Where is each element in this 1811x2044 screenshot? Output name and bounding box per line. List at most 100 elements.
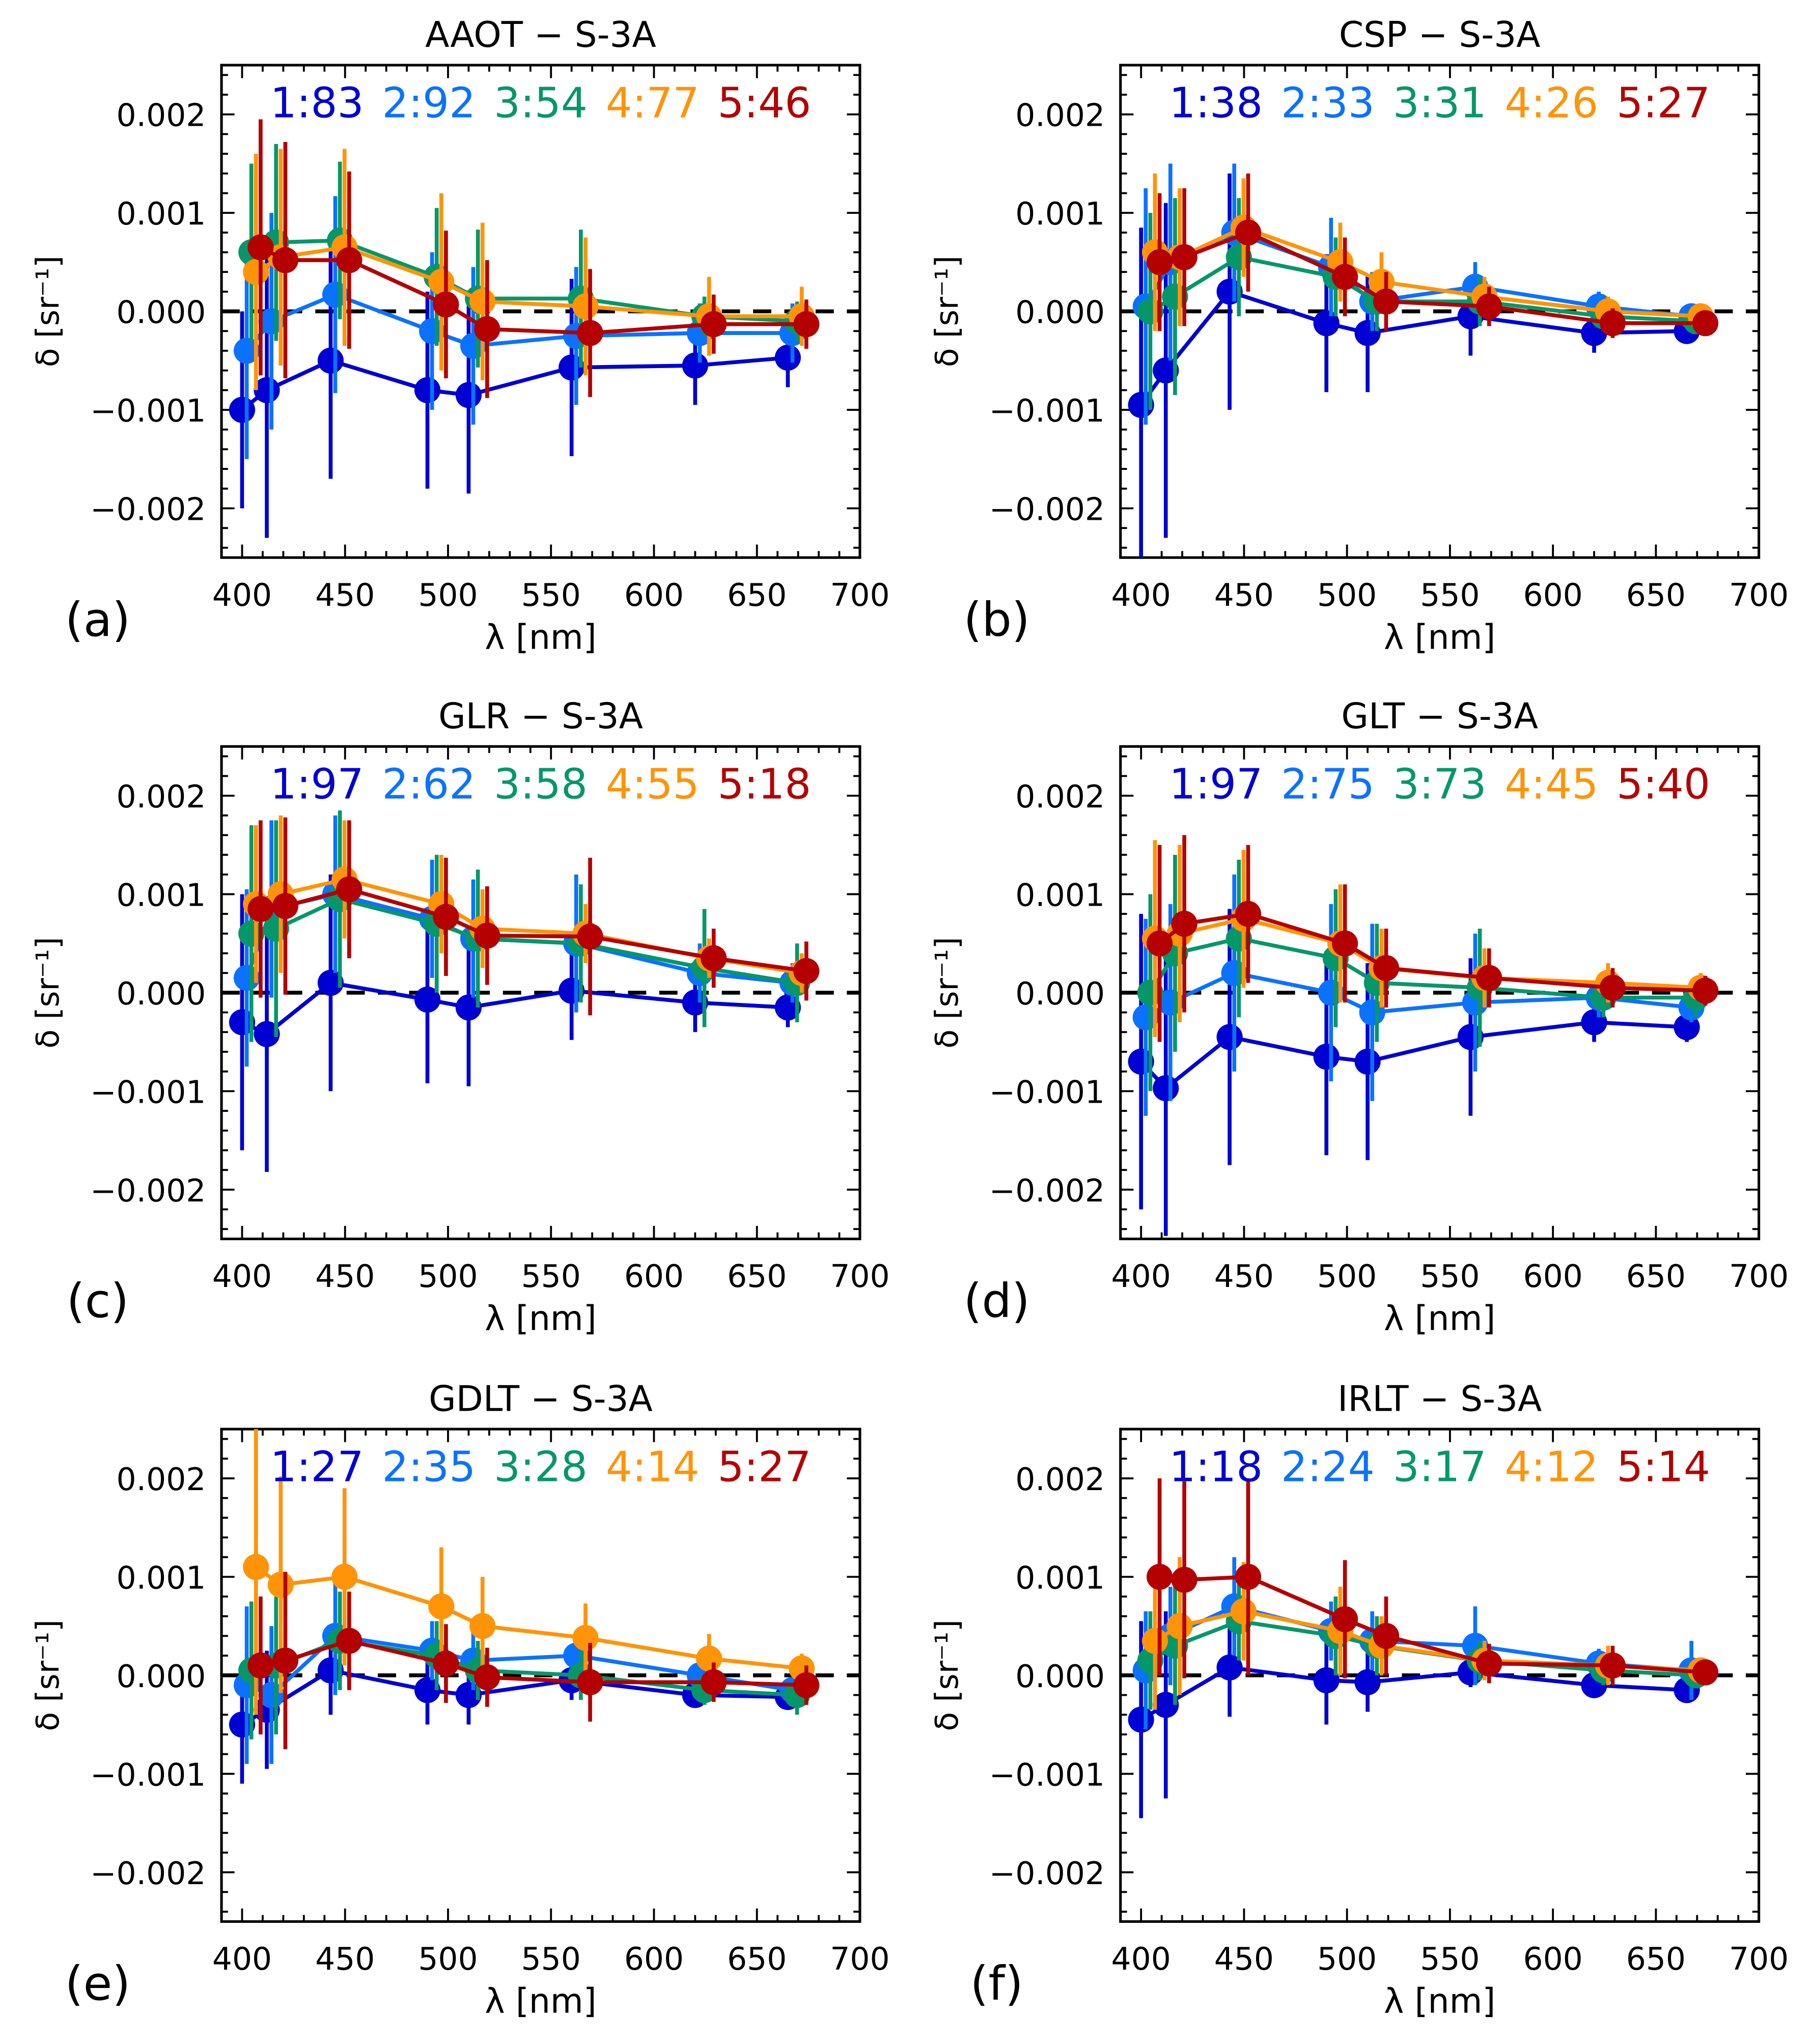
series-1 bbox=[229, 242, 801, 538]
legend: 1:38 2:33 3:31 4:26 5:27 bbox=[1169, 79, 1710, 127]
x-tick-label: 650 bbox=[1626, 1941, 1686, 1977]
panel-c: 400 450 500 550 600 650 700 0.002 0.001 0.000 −0.0… bbox=[30, 696, 889, 1338]
x-tick-label: 400 bbox=[1111, 1941, 1171, 1977]
legend-entry-1: 1:18 bbox=[1169, 1443, 1263, 1492]
x-tick-label: 700 bbox=[1729, 1941, 1789, 1977]
legend: 1:27 2:35 3:28 4:14 5:27 bbox=[270, 1443, 812, 1492]
data-point bbox=[272, 1647, 299, 1674]
data-point bbox=[1171, 1566, 1197, 1593]
data-point bbox=[1171, 910, 1197, 937]
y-tick-label: −0.002 bbox=[90, 1856, 206, 1892]
data-point bbox=[1230, 1598, 1257, 1625]
x-tick-label: 600 bbox=[1523, 577, 1583, 613]
x-tick-label: 550 bbox=[1420, 577, 1480, 613]
data-point bbox=[793, 1672, 820, 1698]
y-tick-label: 0.002 bbox=[1015, 1462, 1105, 1498]
y-tick-label: 0.000 bbox=[1015, 295, 1105, 331]
x-tick-label: 450 bbox=[1214, 1941, 1274, 1977]
y-tick-label: −0.001 bbox=[90, 393, 206, 429]
panel-title: GLT − S-3A bbox=[1341, 696, 1538, 737]
data-point bbox=[1313, 310, 1340, 337]
data-point bbox=[577, 923, 603, 950]
x-tick-label: 700 bbox=[1729, 577, 1789, 613]
data-point bbox=[572, 1625, 599, 1651]
legend-entry-3: 3:31 bbox=[1393, 79, 1487, 127]
data-point bbox=[1354, 1048, 1381, 1075]
panel-d: 400 450 500 550 600 650 700 0.002 0.001 0.000 −0.0… bbox=[929, 696, 1789, 1338]
x-tick-label: 500 bbox=[418, 577, 478, 613]
data-point bbox=[229, 397, 256, 423]
y-axis-label: δ [sr⁻¹] bbox=[929, 1619, 965, 1731]
legend-entry-1: 1:83 bbox=[270, 79, 364, 127]
data-point bbox=[243, 1554, 269, 1580]
data-point bbox=[247, 895, 274, 922]
legend: 1:83 2:92 3:54 4:77 5:46 bbox=[270, 79, 812, 127]
data-point bbox=[701, 1669, 727, 1695]
y-tick-label: −0.002 bbox=[90, 1173, 206, 1209]
data-point bbox=[428, 268, 455, 295]
y-tick-label: 0.000 bbox=[1015, 976, 1105, 1012]
data-point bbox=[1141, 1628, 1168, 1654]
y-axis-label: δ [sr⁻¹] bbox=[30, 256, 66, 367]
legend-entry-5: 5:18 bbox=[717, 761, 811, 809]
y-axis-label: δ [sr⁻¹] bbox=[30, 1619, 66, 1731]
data-point bbox=[474, 922, 500, 949]
x-tick-label: 700 bbox=[830, 1258, 889, 1295]
data-point bbox=[474, 316, 500, 343]
data-point bbox=[433, 1650, 459, 1677]
x-axis-label: λ [nm] bbox=[485, 617, 596, 657]
x-tick-label: 600 bbox=[624, 1258, 684, 1295]
y-tick-label: 0.000 bbox=[117, 295, 206, 331]
legend: 1:97 2:62 3:58 4:55 5:18 bbox=[270, 761, 812, 809]
panel-f: 400 450 500 550 600 650 700 0.002 0.001 0.000 −0.0… bbox=[929, 1379, 1789, 2021]
legend-entry-1: 1:97 bbox=[1169, 761, 1263, 809]
data-point bbox=[572, 293, 599, 320]
data-point bbox=[1373, 955, 1400, 982]
x-tick-label: 450 bbox=[315, 1258, 375, 1295]
x-tick-label: 500 bbox=[418, 1941, 478, 1977]
y-tick-label: −0.001 bbox=[989, 393, 1105, 429]
series-1 bbox=[1128, 909, 1700, 1236]
legend-entry-4: 4:26 bbox=[1504, 79, 1598, 127]
data-point bbox=[1166, 1613, 1193, 1639]
data-point bbox=[272, 247, 299, 273]
panel-letter: (b) bbox=[963, 592, 1029, 647]
legend-entry-2: 2:62 bbox=[382, 761, 476, 809]
data-point bbox=[1373, 1622, 1400, 1649]
data-point bbox=[1373, 288, 1400, 315]
series-4 bbox=[243, 1429, 815, 1715]
legend-entry-5: 5:46 bbox=[717, 79, 811, 127]
data-point bbox=[428, 1593, 455, 1619]
legend-entry-5: 5:14 bbox=[1617, 1443, 1710, 1492]
x-tick-label: 700 bbox=[1729, 1258, 1789, 1295]
legend-entry-2: 2:33 bbox=[1281, 79, 1375, 127]
x-tick-label: 500 bbox=[1317, 1258, 1377, 1295]
x-tick-label: 400 bbox=[212, 1258, 272, 1295]
x-tick-label: 650 bbox=[1626, 577, 1686, 613]
legend-entry-2: 2:24 bbox=[1281, 1443, 1375, 1492]
data-point bbox=[433, 904, 459, 930]
legend-entry-4: 4:12 bbox=[1504, 1443, 1598, 1492]
x-tick-label: 450 bbox=[315, 577, 375, 613]
x-tick-label: 400 bbox=[1111, 1258, 1171, 1295]
data-point bbox=[243, 259, 269, 285]
x-axis-label: λ [nm] bbox=[1384, 1981, 1495, 2021]
data-point bbox=[474, 1664, 500, 1691]
data-point bbox=[1128, 1706, 1154, 1733]
series-1 bbox=[229, 874, 801, 1172]
data-point bbox=[1216, 1654, 1243, 1681]
legend-entry-4: 4:55 bbox=[606, 761, 700, 809]
series-5 bbox=[247, 1572, 820, 1749]
data-point bbox=[455, 382, 482, 408]
data-point bbox=[1216, 1024, 1243, 1050]
y-tick-label: −0.001 bbox=[90, 1074, 206, 1110]
y-tick-label: 0.001 bbox=[117, 877, 206, 913]
data-point bbox=[696, 1645, 722, 1672]
y-tick-label: −0.002 bbox=[989, 1856, 1105, 1892]
panel-letter: (c) bbox=[67, 1273, 129, 1328]
legend-entry-5: 5:27 bbox=[1617, 79, 1710, 127]
y-tick-label: 0.001 bbox=[117, 196, 206, 232]
data-point bbox=[247, 1652, 274, 1679]
y-axis-label: δ [sr⁻¹] bbox=[929, 256, 965, 367]
y-tick-label: −0.002 bbox=[989, 492, 1105, 528]
